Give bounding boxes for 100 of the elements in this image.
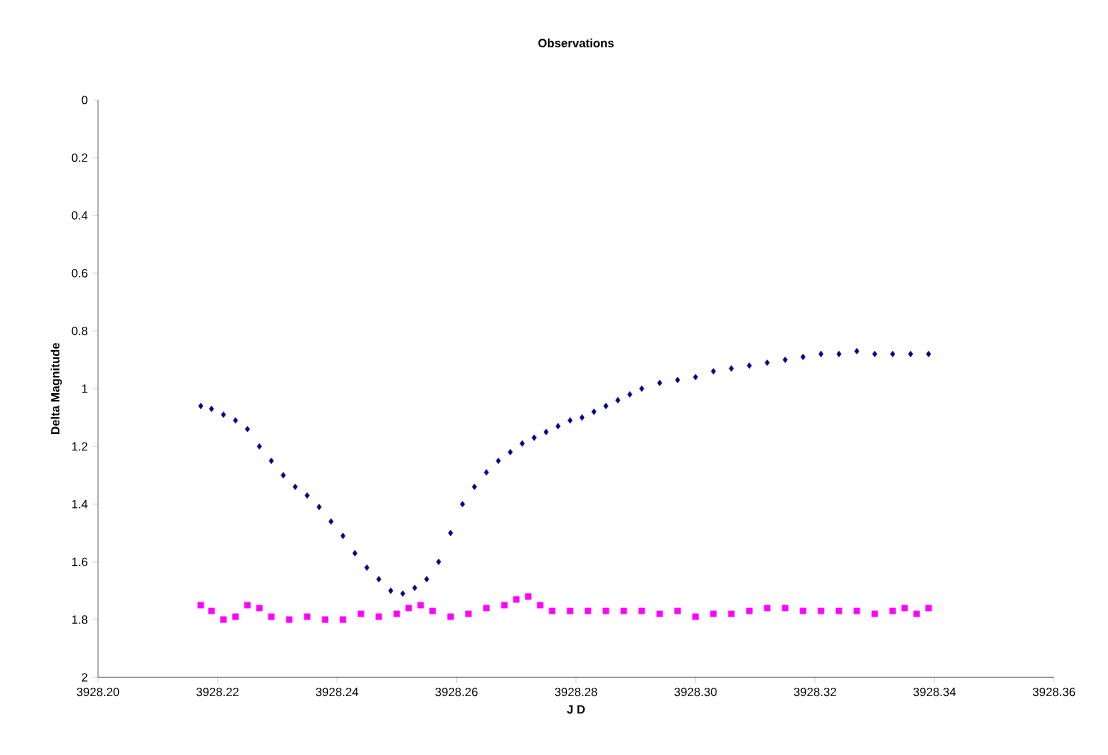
point — [836, 351, 842, 358]
point — [746, 362, 752, 369]
point — [233, 417, 238, 424]
point — [460, 501, 465, 508]
point — [639, 385, 645, 393]
point — [232, 613, 239, 621]
point — [817, 607, 825, 615]
point — [495, 457, 501, 465]
point — [393, 610, 400, 618]
x-axis-title: J D — [566, 705, 585, 714]
point — [424, 576, 430, 583]
point — [638, 607, 645, 615]
point — [400, 590, 406, 597]
point — [913, 610, 920, 618]
point — [536, 602, 544, 609]
point — [244, 602, 251, 609]
y-tick-label: 1.2 — [72, 442, 88, 451]
point — [799, 607, 807, 615]
point — [376, 576, 382, 583]
y-tick-label: 2 — [81, 673, 88, 682]
point — [657, 379, 663, 387]
point — [728, 610, 735, 618]
point — [656, 610, 663, 618]
point — [764, 359, 770, 367]
point — [471, 483, 477, 491]
point — [417, 602, 424, 609]
point — [525, 593, 532, 600]
point — [854, 348, 860, 355]
point — [429, 607, 436, 615]
point — [208, 607, 215, 615]
point — [674, 607, 681, 615]
point — [818, 351, 824, 358]
point — [447, 613, 454, 621]
point — [328, 518, 334, 525]
point — [602, 607, 610, 615]
point — [519, 440, 525, 447]
y-tick-label: 1.4 — [72, 500, 88, 509]
point — [268, 613, 275, 621]
x-tick-label: 3928.28 — [554, 687, 598, 697]
point — [303, 613, 311, 621]
x-tick-label: 3928.32 — [793, 687, 837, 697]
point — [292, 483, 298, 491]
y-tick-label: 1.8 — [72, 615, 88, 625]
point — [555, 423, 561, 430]
x-tick-label: 3928.36 — [1032, 687, 1076, 697]
point — [501, 602, 508, 609]
point — [340, 532, 346, 540]
point — [620, 607, 627, 615]
point — [412, 584, 418, 592]
point — [890, 351, 896, 358]
point — [268, 457, 274, 465]
point — [627, 391, 633, 398]
point — [926, 351, 932, 358]
point — [853, 607, 861, 615]
point — [901, 605, 908, 612]
point — [692, 613, 699, 621]
point — [339, 616, 347, 623]
point — [543, 428, 549, 436]
point — [483, 469, 489, 476]
point — [244, 426, 250, 433]
point — [436, 558, 442, 566]
point — [388, 587, 394, 595]
point — [448, 529, 454, 537]
point — [764, 605, 771, 612]
point — [579, 414, 585, 421]
point — [591, 408, 597, 416]
chart-title: Observations — [538, 38, 614, 48]
point — [304, 492, 310, 499]
point — [197, 602, 204, 609]
x-tick-label: 3928.20 — [76, 687, 120, 697]
point — [375, 613, 383, 621]
point — [256, 605, 263, 612]
point — [567, 417, 573, 424]
x-tick-label: 3928.34 — [913, 687, 956, 697]
point — [198, 402, 204, 410]
point — [321, 616, 329, 623]
point — [280, 472, 286, 479]
point — [364, 564, 370, 572]
y-tick-label: 0.8 — [71, 326, 88, 336]
point — [531, 434, 537, 442]
point — [728, 365, 734, 372]
point — [465, 610, 472, 618]
point — [800, 353, 806, 361]
x-tick-label: 3928.24 — [315, 687, 359, 697]
x-tick-label: 3928.26 — [435, 687, 478, 697]
point — [693, 374, 699, 381]
point — [710, 610, 717, 618]
y-tick-label: 0 — [81, 95, 88, 105]
point — [746, 607, 753, 615]
y-tick-label: 1.6 — [72, 557, 88, 567]
point — [507, 449, 513, 456]
point — [925, 605, 932, 612]
point — [872, 351, 878, 358]
point — [548, 607, 556, 615]
y-tick-label: 0.4 — [71, 211, 88, 220]
point — [615, 397, 621, 404]
y-tick-label: 0.6 — [71, 269, 88, 278]
point — [220, 411, 226, 419]
point — [603, 402, 609, 410]
y-axis-title: Delta Magnitude — [50, 343, 62, 435]
